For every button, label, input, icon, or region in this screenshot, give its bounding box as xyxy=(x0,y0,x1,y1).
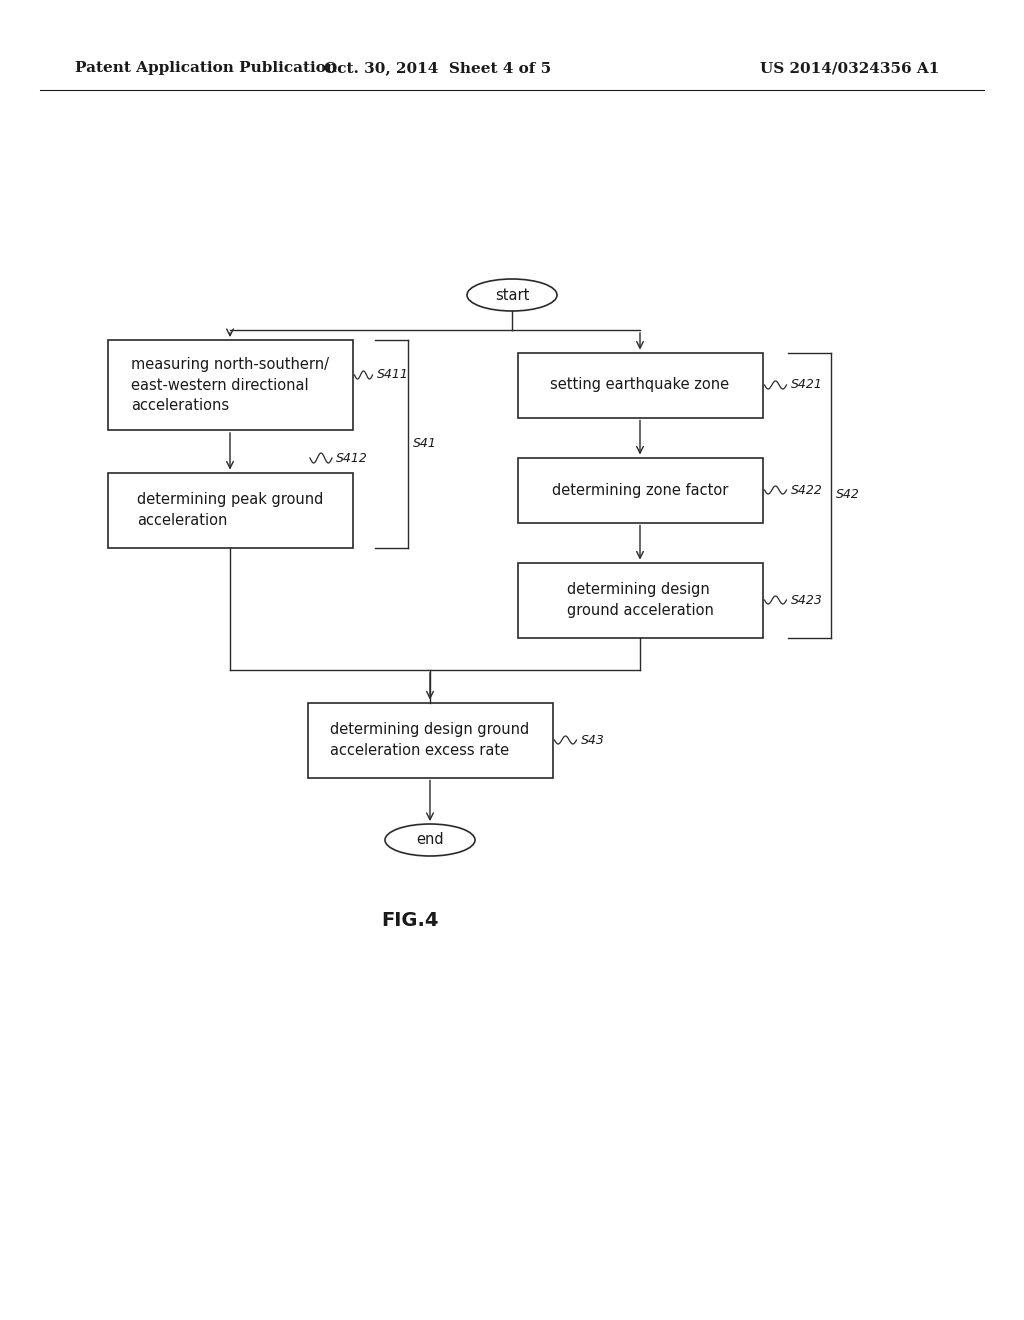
Text: end: end xyxy=(416,833,443,847)
Text: setting earthquake zone: setting earthquake zone xyxy=(551,378,729,392)
Text: start: start xyxy=(495,288,529,302)
Text: S423: S423 xyxy=(791,594,822,606)
Text: determining zone factor: determining zone factor xyxy=(552,483,728,498)
Text: measuring north-southern/
east-western directional
accelerations: measuring north-southern/ east-western d… xyxy=(131,356,329,413)
Text: US 2014/0324356 A1: US 2014/0324356 A1 xyxy=(760,61,940,75)
Ellipse shape xyxy=(385,824,475,855)
FancyBboxPatch shape xyxy=(108,473,352,548)
Text: S41: S41 xyxy=(413,437,436,450)
FancyBboxPatch shape xyxy=(517,562,763,638)
Text: S42: S42 xyxy=(836,488,859,502)
Text: FIG.4: FIG.4 xyxy=(381,911,438,929)
Text: determining peak ground
acceleration: determining peak ground acceleration xyxy=(137,492,324,528)
Text: S411: S411 xyxy=(377,368,409,381)
Ellipse shape xyxy=(467,279,557,312)
FancyBboxPatch shape xyxy=(108,341,352,430)
Text: S43: S43 xyxy=(581,734,604,747)
FancyBboxPatch shape xyxy=(517,458,763,523)
Text: Patent Application Publication: Patent Application Publication xyxy=(75,61,337,75)
FancyBboxPatch shape xyxy=(307,702,553,777)
Text: Oct. 30, 2014  Sheet 4 of 5: Oct. 30, 2014 Sheet 4 of 5 xyxy=(325,61,552,75)
Text: S422: S422 xyxy=(791,483,822,496)
Text: S421: S421 xyxy=(791,379,822,392)
Text: determining design
ground acceleration: determining design ground acceleration xyxy=(566,582,714,618)
Text: determining design ground
acceleration excess rate: determining design ground acceleration e… xyxy=(331,722,529,758)
Text: S412: S412 xyxy=(336,451,368,465)
FancyBboxPatch shape xyxy=(517,352,763,417)
